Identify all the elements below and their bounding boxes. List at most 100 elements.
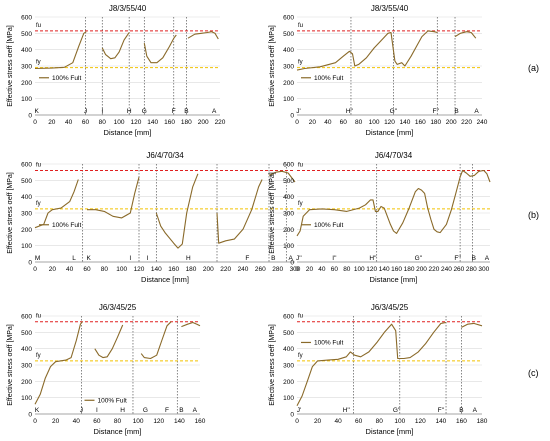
chart-1 bbox=[34, 16, 220, 116]
y-tick-label: 400 bbox=[283, 346, 294, 353]
section-label: B bbox=[459, 407, 463, 414]
x-tick-label: 40 bbox=[65, 119, 73, 126]
x-tick-label: 200 bbox=[198, 119, 209, 126]
fu-label: fu bbox=[298, 23, 303, 29]
chart-title: J8/3/55/40 bbox=[371, 4, 409, 13]
stress-curve-segment bbox=[461, 322, 483, 328]
fu-label: fu bbox=[298, 314, 303, 320]
section-label: A bbox=[212, 108, 217, 115]
x-tick-label: 100 bbox=[354, 266, 365, 273]
x-tick-label: 120 bbox=[384, 119, 395, 126]
x-tick-label: 240 bbox=[441, 266, 452, 273]
x-tick-label: 100 bbox=[369, 119, 380, 126]
x-tick-label: 0 bbox=[33, 266, 37, 273]
section-label: A bbox=[485, 255, 490, 262]
x-tick-label: 40 bbox=[334, 418, 342, 425]
chart-title: J6/4/70/34 bbox=[146, 151, 184, 160]
x-tick-label: 220 bbox=[220, 266, 231, 273]
x-tick-label: 200 bbox=[416, 266, 427, 273]
x-tick-label: 20 bbox=[48, 119, 56, 126]
y-tick-label: 200 bbox=[283, 227, 294, 234]
x-tick-label: 160 bbox=[168, 266, 179, 273]
x-axis-label: Distance [mm] bbox=[366, 128, 414, 137]
x-tick-label: 20 bbox=[52, 418, 60, 425]
x-tick-label: 60 bbox=[331, 266, 339, 273]
stress-curve-segment bbox=[454, 31, 477, 39]
chart-title: J8/3/55/40 bbox=[109, 4, 147, 13]
y-axis-label: Effective stress σeff [MPa] bbox=[7, 172, 14, 254]
x-axis-label: Distance [mm] bbox=[366, 427, 414, 436]
x-tick-label: 120 bbox=[134, 266, 145, 273]
section-label: J bbox=[84, 108, 87, 115]
y-tick-label: 500 bbox=[283, 330, 294, 337]
section-label: H bbox=[120, 407, 125, 414]
y-tick-label: 300 bbox=[21, 64, 32, 71]
section-label: A bbox=[473, 407, 478, 414]
x-tick-label: 100 bbox=[133, 418, 144, 425]
x-tick-label: 160 bbox=[164, 119, 175, 126]
y-tick-label: 300 bbox=[283, 363, 294, 370]
section-label: F'' bbox=[454, 255, 460, 262]
y-tick-label: 0 bbox=[28, 412, 32, 419]
section-label: G'' bbox=[393, 407, 401, 414]
y-tick-label: 0 bbox=[290, 412, 294, 419]
fy-label: fy bbox=[298, 353, 303, 359]
stress-curve-segment bbox=[34, 321, 83, 405]
y-tick-label: 400 bbox=[21, 346, 32, 353]
x-tick-label: 200 bbox=[203, 266, 214, 273]
x-tick-label: 80 bbox=[343, 266, 351, 273]
x-tick-label: 220 bbox=[429, 266, 440, 273]
section-label: I bbox=[147, 255, 149, 262]
x-tick-label: 0 bbox=[295, 266, 299, 273]
y-tick-label: 600 bbox=[21, 162, 32, 169]
section-label: B bbox=[179, 407, 183, 414]
y-tick-label: 200 bbox=[283, 80, 294, 87]
x-tick-label: 60 bbox=[93, 418, 101, 425]
section-label: G'' bbox=[415, 255, 423, 262]
x-tick-label: 120 bbox=[415, 418, 426, 425]
y-tick-label: 500 bbox=[283, 178, 294, 185]
section-label: F bbox=[165, 407, 169, 414]
y-tick-label: 300 bbox=[283, 64, 294, 71]
section-label: L bbox=[72, 255, 76, 262]
section-label: M bbox=[35, 255, 40, 262]
legend-label: 100% Fult bbox=[314, 222, 343, 229]
chart-title: J6/4/70/34 bbox=[375, 151, 413, 160]
y-tick-label: 0 bbox=[290, 113, 294, 120]
y-tick-label: 500 bbox=[21, 31, 32, 38]
x-tick-label: 40 bbox=[66, 266, 74, 273]
section-label: H'' bbox=[346, 108, 353, 115]
x-tick-label: 20 bbox=[314, 418, 322, 425]
x-tick-label: 120 bbox=[130, 119, 141, 126]
x-tick-label: 160 bbox=[195, 418, 206, 425]
x-tick-label: 140 bbox=[151, 266, 162, 273]
section-label: F'' bbox=[433, 108, 439, 115]
x-tick-label: 220 bbox=[461, 119, 472, 126]
y-tick-label: 0 bbox=[28, 260, 32, 267]
fy-label: fy bbox=[36, 60, 41, 66]
x-tick-label: 100 bbox=[394, 418, 405, 425]
stress-curve-segment bbox=[216, 179, 263, 244]
section-label: A bbox=[193, 407, 198, 414]
stress-curve-segment bbox=[140, 321, 172, 360]
x-tick-label: 300 bbox=[290, 266, 301, 273]
x-tick-label: 260 bbox=[255, 266, 266, 273]
y-tick-label: 200 bbox=[21, 379, 32, 386]
y-tick-label: 200 bbox=[21, 227, 32, 234]
x-tick-label: 140 bbox=[399, 119, 410, 126]
y-tick-label: 200 bbox=[21, 80, 32, 87]
x-tick-label: 0 bbox=[295, 119, 299, 126]
chart-title: J6/3/45/25 bbox=[99, 303, 137, 312]
section-label: A bbox=[474, 108, 479, 115]
x-tick-label: 140 bbox=[174, 418, 185, 425]
x-tick-label: 100 bbox=[116, 266, 127, 273]
y-tick-label: 0 bbox=[28, 113, 32, 120]
y-tick-label: 500 bbox=[283, 31, 294, 38]
x-tick-label: 60 bbox=[83, 266, 91, 273]
fu-label: fu bbox=[36, 23, 41, 29]
y-tick-label: 100 bbox=[283, 243, 294, 250]
stress-curve-segment bbox=[143, 34, 177, 64]
y-tick-label: 0 bbox=[290, 260, 294, 267]
y-tick-label: 100 bbox=[21, 96, 32, 103]
x-tick-label: 180 bbox=[430, 119, 441, 126]
